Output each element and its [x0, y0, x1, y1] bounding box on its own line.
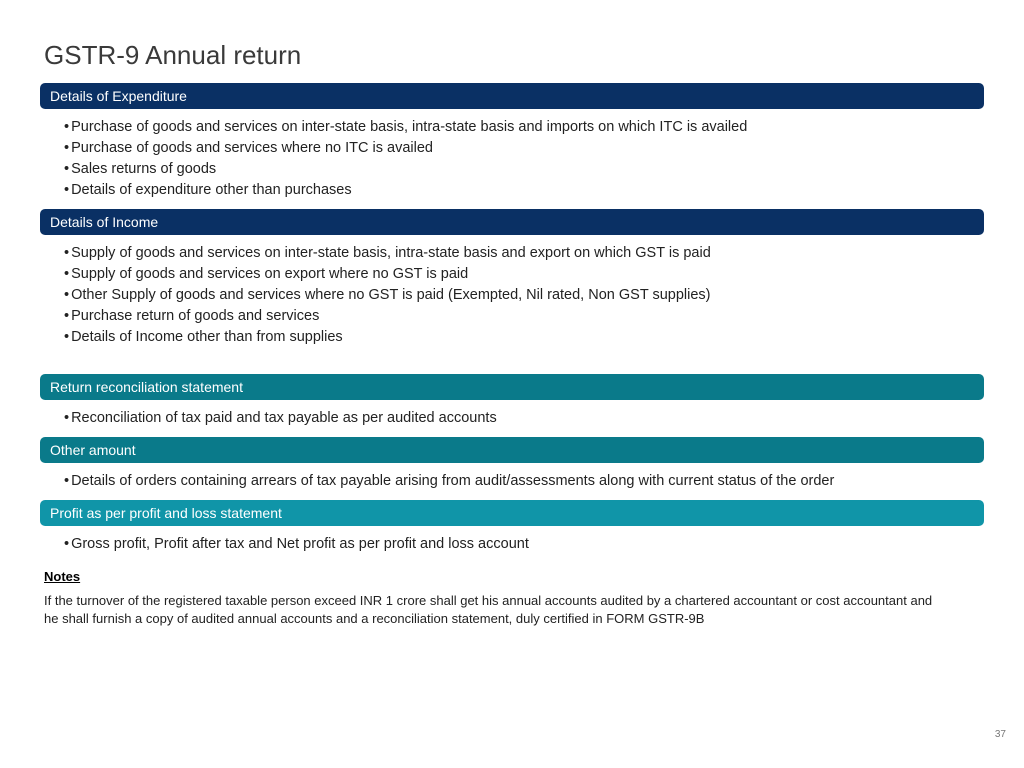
slide-container: GSTR-9 Annual return Details of Expendit… — [0, 0, 1024, 647]
page-title: GSTR-9 Annual return — [40, 40, 984, 71]
section-header: Details of Expenditure — [40, 83, 984, 109]
bullet-item: Supply of goods and services on export w… — [64, 264, 984, 285]
bullet-item: Details of orders containing arrears of … — [64, 471, 984, 492]
section-bullets: Reconciliation of tax paid and tax payab… — [40, 404, 984, 437]
section-header: Return reconciliation statement — [40, 374, 984, 400]
section-bullets: Purchase of goods and services on inter-… — [40, 113, 984, 209]
bullet-item: Purchase of goods and services where no … — [64, 138, 984, 159]
section-bullets: Gross profit, Profit after tax and Net p… — [40, 530, 984, 563]
bullet-item: Purchase of goods and services on inter-… — [64, 117, 984, 138]
section-header: Other amount — [40, 437, 984, 463]
section-bullets: Supply of goods and services on inter-st… — [40, 239, 984, 356]
bullet-item: Gross profit, Profit after tax and Net p… — [64, 534, 984, 555]
bullet-item: Details of expenditure other than purcha… — [64, 180, 984, 201]
section-header: Profit as per profit and loss statement — [40, 500, 984, 526]
bullet-item: Reconciliation of tax paid and tax payab… — [64, 408, 984, 429]
sections-container: Details of Expenditure Purchase of goods … — [40, 83, 984, 563]
bullet-item: Purchase return of goods and services — [64, 306, 984, 327]
bullet-item: Other Supply of goods and services where… — [64, 285, 984, 306]
bullet-item: Details of Income other than from suppli… — [64, 327, 984, 348]
notes-heading: Notes — [40, 563, 984, 592]
section-header: Details of Income — [40, 209, 984, 235]
notes-body: If the turnover of the registered taxabl… — [40, 592, 984, 627]
section-gap — [40, 356, 984, 374]
bullet-item: Sales returns of goods — [64, 159, 984, 180]
page-number: 37 — [995, 729, 1006, 740]
bullet-item: Supply of goods and services on inter-st… — [64, 243, 984, 264]
section-bullets: Details of orders containing arrears of … — [40, 467, 984, 500]
